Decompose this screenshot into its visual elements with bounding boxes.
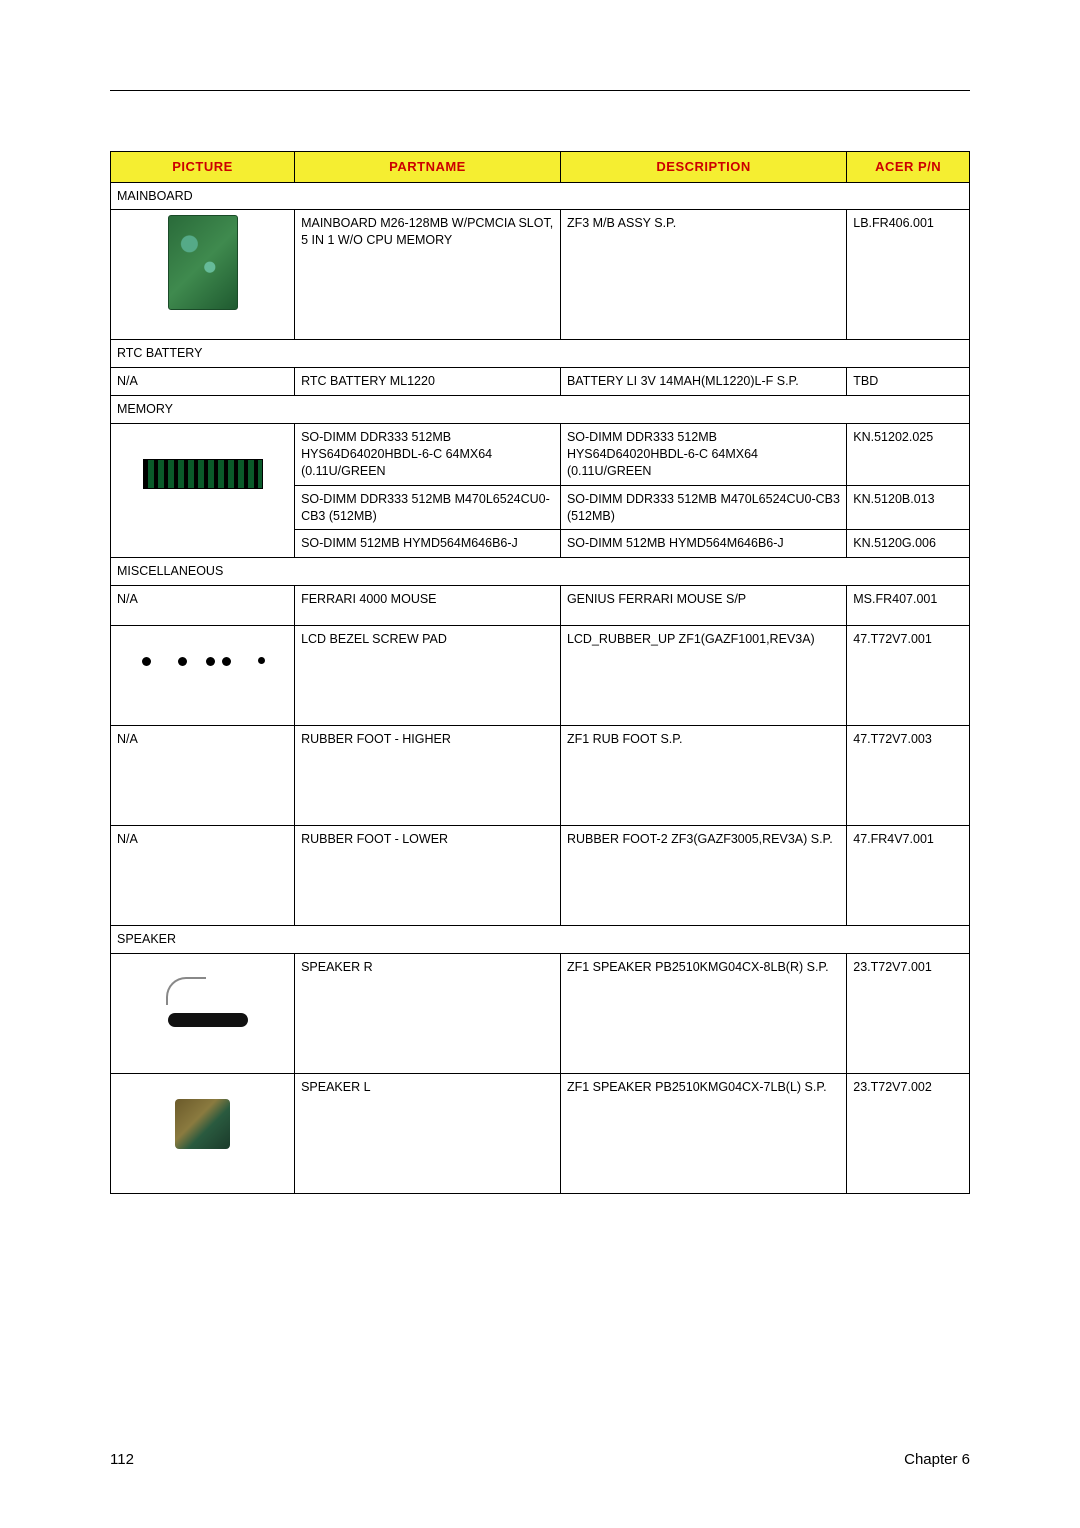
col-partname: PARTNAME (295, 152, 561, 183)
picture-cell (111, 626, 295, 726)
picture-cell: N/A (111, 368, 295, 396)
section-row: SPEAKER (111, 926, 970, 954)
pn-cell: TBD (847, 368, 970, 396)
picture-cell: N/A (111, 586, 295, 626)
section-row: MAINBOARD (111, 182, 970, 210)
speaker-l-image (175, 1099, 230, 1149)
description-cell: ZF1 RUB FOOT S.P. (560, 726, 846, 826)
picture-cell (111, 954, 295, 1074)
section-misc: MISCELLANEOUS (111, 558, 970, 586)
partname-cell: MAINBOARD M26-128MB W/PCMCIA SLOT, 5 IN … (295, 210, 561, 340)
table-row: N/A RUBBER FOOT - LOWER RUBBER FOOT-2 ZF… (111, 826, 970, 926)
partname-cell: SO-DIMM DDR333 512MB M470L6524CU0-CB3 (5… (295, 485, 561, 530)
partname-cell: RUBBER FOOT - LOWER (295, 826, 561, 926)
screw-pads-image (138, 651, 268, 671)
table-row: SPEAKER R ZF1 SPEAKER PB2510KMG04CX-8LB(… (111, 954, 970, 1074)
pn-cell: KN.5120G.006 (847, 530, 970, 558)
picture-cell: N/A (111, 826, 295, 926)
picture-cell (111, 424, 295, 558)
page-footer: 112 Chapter 6 (110, 1451, 970, 1468)
mainboard-image (168, 215, 238, 310)
description-cell: SO-DIMM 512MB HYMD564M646B6-J (560, 530, 846, 558)
col-acer-pn: ACER P/N (847, 152, 970, 183)
table-row: N/A FERRARI 4000 MOUSE GENIUS FERRARI MO… (111, 586, 970, 626)
col-description: DESCRIPTION (560, 152, 846, 183)
partname-cell: SPEAKER R (295, 954, 561, 1074)
col-picture: PICTURE (111, 152, 295, 183)
description-cell: RUBBER FOOT-2 ZF3(GAZF3005,REV3A) S.P. (560, 826, 846, 926)
partname-cell: RUBBER FOOT - HIGHER (295, 726, 561, 826)
description-cell: SO-DIMM DDR333 512MB M470L6524CU0-CB3 (5… (560, 485, 846, 530)
table-row: N/A RUBBER FOOT - HIGHER ZF1 RUB FOOT S.… (111, 726, 970, 826)
table-row: SPEAKER L ZF1 SPEAKER PB2510KMG04CX-7LB(… (111, 1074, 970, 1194)
pn-cell: 47.FR4V7.001 (847, 826, 970, 926)
description-cell: ZF1 SPEAKER PB2510KMG04CX-8LB(R) S.P. (560, 954, 846, 1074)
table-row: MAINBOARD M26-128MB W/PCMCIA SLOT, 5 IN … (111, 210, 970, 340)
pn-cell: 47.T72V7.001 (847, 626, 970, 726)
pn-cell: 23.T72V7.002 (847, 1074, 970, 1194)
speaker-r-image (148, 969, 258, 1039)
pn-cell: LB.FR406.001 (847, 210, 970, 340)
partname-cell: SO-DIMM 512MB HYMD564M646B6-J (295, 530, 561, 558)
page-number: 112 (110, 1451, 134, 1468)
section-row: MEMORY (111, 396, 970, 424)
parts-table: PICTURE PARTNAME DESCRIPTION ACER P/N MA… (110, 151, 970, 1194)
table-row: N/A RTC BATTERY ML1220 BATTERY LI 3V 14M… (111, 368, 970, 396)
picture-cell (111, 1074, 295, 1194)
section-rtc: RTC BATTERY (111, 340, 970, 368)
description-cell: GENIUS FERRARI MOUSE S/P (560, 586, 846, 626)
description-cell: BATTERY LI 3V 14MAH(ML1220)L-F S.P. (560, 368, 846, 396)
section-mainboard: MAINBOARD (111, 182, 970, 210)
pn-cell: KN.51202.025 (847, 424, 970, 486)
picture-cell (111, 210, 295, 340)
description-cell: ZF1 SPEAKER PB2510KMG04CX-7LB(L) S.P. (560, 1074, 846, 1194)
dimm-image (143, 459, 263, 489)
pn-cell: KN.5120B.013 (847, 485, 970, 530)
partname-cell: FERRARI 4000 MOUSE (295, 586, 561, 626)
table-row: SO-DIMM DDR333 512MB HYS64D64020HBDL-6-C… (111, 424, 970, 486)
description-cell: SO-DIMM DDR333 512MB HYS64D64020HBDL-6-C… (560, 424, 846, 486)
section-memory: MEMORY (111, 396, 970, 424)
partname-cell: SO-DIMM DDR333 512MB HYS64D64020HBDL-6-C… (295, 424, 561, 486)
pn-cell: 23.T72V7.001 (847, 954, 970, 1074)
page: PICTURE PARTNAME DESCRIPTION ACER P/N MA… (0, 0, 1080, 1528)
partname-cell: SPEAKER L (295, 1074, 561, 1194)
description-cell: LCD_RUBBER_UP ZF1(GAZF1001,REV3A) (560, 626, 846, 726)
section-row: MISCELLANEOUS (111, 558, 970, 586)
partname-cell: RTC BATTERY ML1220 (295, 368, 561, 396)
chapter-label: Chapter 6 (904, 1451, 970, 1468)
table-row: LCD BEZEL SCREW PAD LCD_RUBBER_UP ZF1(GA… (111, 626, 970, 726)
partname-cell: LCD BEZEL SCREW PAD (295, 626, 561, 726)
description-cell: ZF3 M/B ASSY S.P. (560, 210, 846, 340)
top-rule (110, 90, 970, 91)
pn-cell: 47.T72V7.003 (847, 726, 970, 826)
table-header-row: PICTURE PARTNAME DESCRIPTION ACER P/N (111, 152, 970, 183)
section-row: RTC BATTERY (111, 340, 970, 368)
picture-cell: N/A (111, 726, 295, 826)
section-speaker: SPEAKER (111, 926, 970, 954)
pn-cell: MS.FR407.001 (847, 586, 970, 626)
